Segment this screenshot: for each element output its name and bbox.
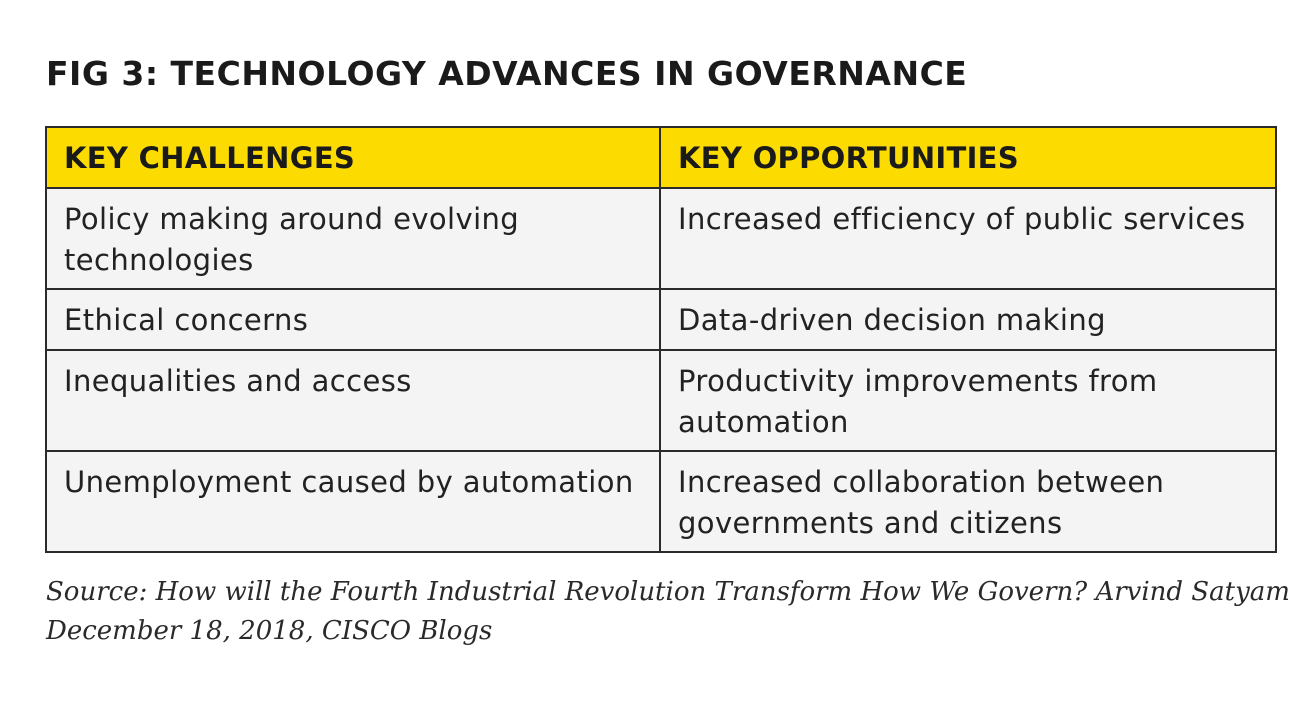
opportunity-cell: Increased collaboration between governme… xyxy=(659,450,1277,553)
challenge-cell: Unemployment caused by automation xyxy=(45,450,661,553)
column-header-opportunities: KEY OPPORTUNITIES xyxy=(659,126,1277,189)
opportunity-cell: Productivity improvements from automatio… xyxy=(659,349,1277,452)
challenges-opportunities-table: KEY CHALLENGES KEY OPPORTUNITIES Policy … xyxy=(45,126,1277,553)
figure-title: FIG 3: TECHNOLOGY ADVANCES IN GOVERNANCE xyxy=(46,54,968,93)
challenge-cell: Inequalities and access xyxy=(45,349,661,452)
challenge-cell: Ethical concerns xyxy=(45,288,661,351)
table-header-row: KEY CHALLENGES KEY OPPORTUNITIES xyxy=(45,126,1277,189)
table-row: Ethical concerns Data-driven decision ma… xyxy=(45,288,1277,351)
source-citation-line-1: Source: How will the Fourth Industrial R… xyxy=(46,577,1290,607)
column-header-challenges: KEY CHALLENGES xyxy=(45,126,661,189)
opportunity-cell: Data-driven decision making xyxy=(659,288,1277,351)
opportunity-cell: Increased efficiency of public services xyxy=(659,187,1277,290)
table-row: Unemployment caused by automation Increa… xyxy=(45,450,1277,553)
source-citation-line-2: December 18, 2018, CISCO Blogs xyxy=(46,616,493,646)
table-row: Inequalities and access Productivity imp… xyxy=(45,349,1277,452)
table-row: Policy making around evolving technologi… xyxy=(45,187,1277,290)
source-citation: Source: How will the Fourth Industrial R… xyxy=(46,573,1290,651)
challenge-cell: Policy making around evolving technologi… xyxy=(45,187,661,290)
